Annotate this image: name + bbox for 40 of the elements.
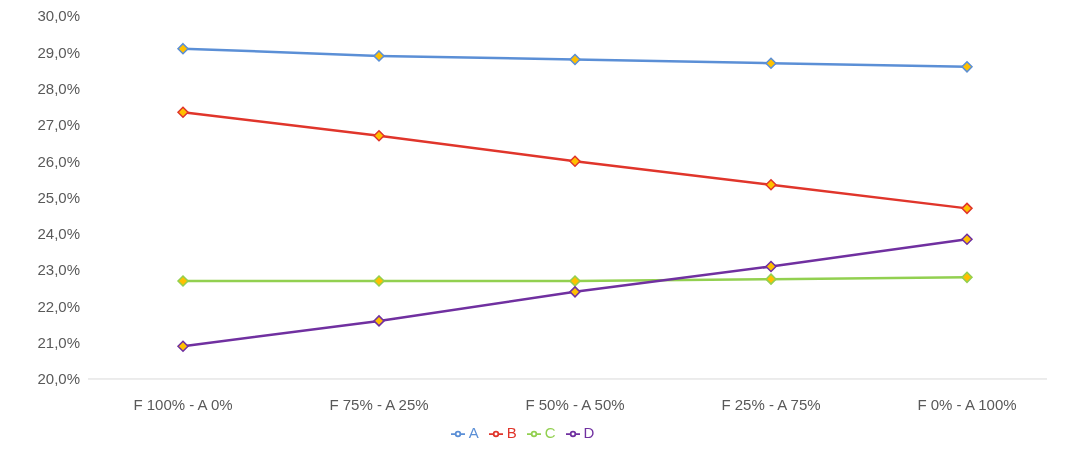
point [177, 275, 189, 287]
point [765, 57, 777, 69]
legend-label: D [583, 423, 595, 441]
point [373, 315, 385, 327]
point [961, 61, 973, 73]
y-tick-label: 20,0% [37, 370, 80, 388]
point [569, 53, 581, 66]
x-tick-label: F 75% - A 25% [329, 395, 429, 413]
y-tick-label: 26,0% [37, 152, 80, 170]
x-tick-label: F 100% - A 0% [133, 395, 233, 413]
legend-label: A [468, 423, 479, 441]
legend-label: C [544, 423, 556, 441]
y-tick-label: 29,0% [37, 43, 80, 61]
legend-label: B [506, 423, 517, 441]
point [177, 42, 189, 55]
point [961, 202, 973, 215]
point [373, 50, 385, 62]
point [373, 275, 385, 287]
point [373, 130, 385, 142]
point [765, 273, 777, 285]
y-tick-label: 25,0% [37, 188, 80, 206]
point [177, 106, 189, 118]
point [177, 340, 189, 353]
x-tick-label: F 25% - A 75% [721, 395, 821, 413]
y-tick-label: 30,0% [37, 7, 80, 25]
x-tick-label: F 0% - A 100% [917, 395, 1017, 413]
point [569, 155, 581, 167]
point [765, 179, 777, 191]
point [569, 286, 581, 298]
x-tick-label: F 50% - A 50% [525, 395, 625, 413]
y-tick-label: 27,0% [37, 116, 80, 134]
y-tick-label: 24,0% [37, 225, 80, 243]
point [765, 260, 777, 273]
point [961, 271, 973, 284]
y-tick-label: 22,0% [37, 297, 80, 315]
y-tick-label: 28,0% [37, 79, 80, 97]
y-tick-label: 21,0% [37, 334, 80, 351]
y-tick-label: 23,0% [37, 261, 80, 279]
point [569, 275, 581, 287]
point [961, 233, 973, 245]
